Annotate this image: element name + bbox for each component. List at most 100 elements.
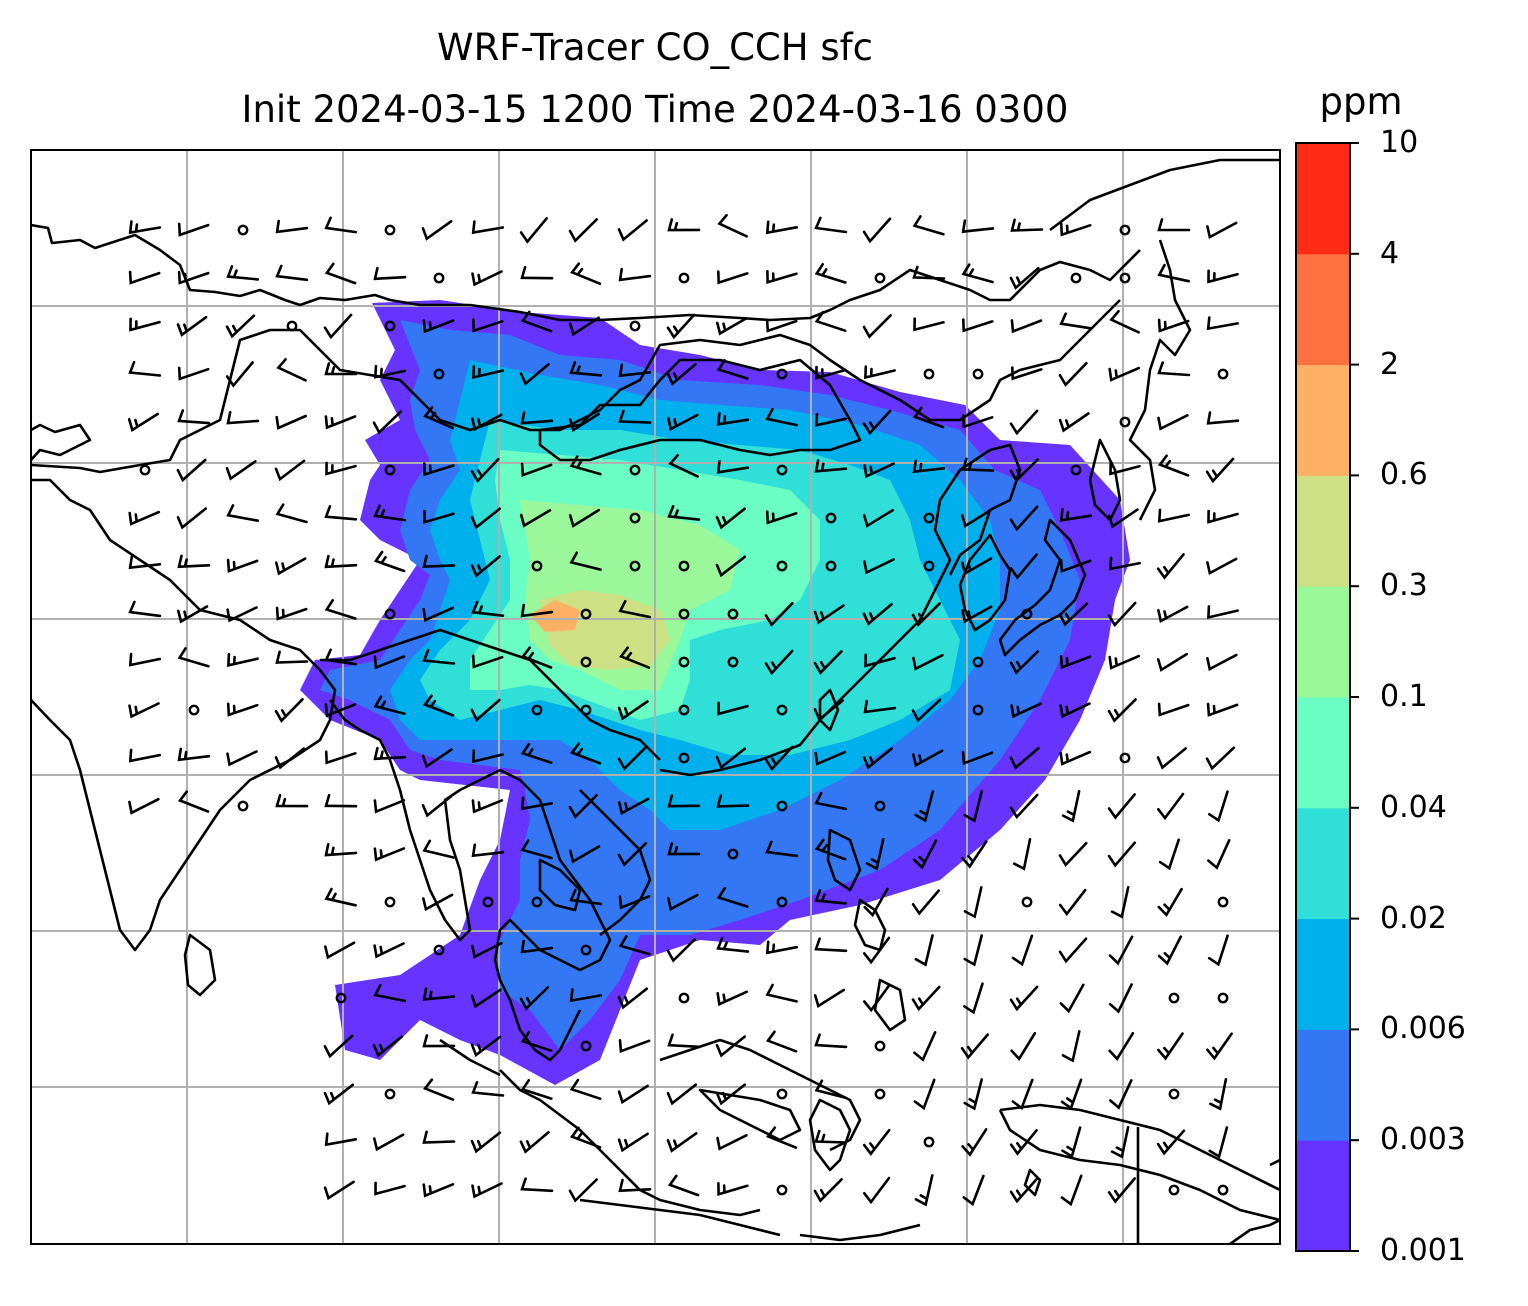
wind-barb <box>520 310 553 333</box>
wind-barb <box>618 1039 651 1054</box>
wind-barb <box>667 504 701 521</box>
wind-barb <box>470 555 501 578</box>
wind-barb <box>471 654 504 669</box>
wind-barb <box>472 365 504 380</box>
colorbar-tick-label: 4 <box>1380 235 1400 271</box>
wind-barb <box>1107 601 1137 628</box>
wind-barb <box>912 839 938 870</box>
wind-barb <box>1107 1177 1136 1204</box>
wind-barb <box>128 797 160 815</box>
wind-barb <box>963 1078 983 1111</box>
wind-barb <box>470 1035 502 1058</box>
wind-barb <box>373 799 406 814</box>
wind-barb <box>423 509 455 524</box>
wind-barb <box>1157 218 1191 232</box>
wind-barb-calm <box>727 608 739 620</box>
wind-barb <box>520 939 554 954</box>
wind-barb <box>863 558 895 575</box>
wind-barb <box>177 366 210 381</box>
wind-barb <box>667 794 701 808</box>
wind-barb-calm <box>629 464 641 476</box>
wind-barb-calm <box>580 704 592 716</box>
wind-barb <box>1209 1078 1228 1111</box>
wind-barb <box>421 795 452 818</box>
wind-barb-calm <box>433 368 445 380</box>
wind-barb-calm <box>580 608 592 620</box>
wind-barb <box>177 222 210 237</box>
wind-barb-calm <box>678 752 690 764</box>
concentration-field <box>300 300 1130 1085</box>
wind-barb <box>961 840 988 869</box>
colorbar-tick-label: 0.02 <box>1380 900 1447 936</box>
wind-barb <box>815 365 847 380</box>
wind-barb <box>1157 263 1190 283</box>
wind-barb-calm <box>727 848 739 860</box>
wind-barb <box>1110 886 1130 919</box>
wind-barb <box>1010 1031 1037 1061</box>
wind-barb-calm <box>1119 224 1131 236</box>
wind-barb <box>814 216 848 234</box>
wind-barb <box>765 220 798 235</box>
wind-barb-calm <box>531 704 543 716</box>
wind-barb <box>618 797 650 816</box>
wind-barb <box>372 1035 404 1058</box>
wind-barb <box>569 361 603 377</box>
wind-barb <box>1156 747 1187 770</box>
wind-barb <box>617 1132 649 1153</box>
wind-barb-calm <box>139 464 151 476</box>
wind-barb-calm <box>531 896 543 908</box>
wind-barb <box>667 893 699 911</box>
wind-barb-calm <box>237 800 249 812</box>
wind-barb <box>225 460 257 481</box>
coastlines-borders <box>31 158 1280 1244</box>
wind-barb <box>176 315 208 337</box>
wind-barb <box>1009 266 1040 290</box>
wind-barb <box>471 600 505 617</box>
wind-barb <box>814 889 848 905</box>
wind-barbs <box>127 214 1240 1207</box>
wind-barb <box>128 270 161 285</box>
wind-barb <box>1157 508 1190 523</box>
wind-barb-calm <box>384 464 396 476</box>
wind-barb <box>323 313 353 340</box>
wind-barb <box>422 648 456 665</box>
wind-barb <box>275 264 309 282</box>
wind-barb-calm <box>678 608 690 620</box>
wind-barb <box>1058 361 1088 387</box>
wind-barb <box>1009 1129 1038 1156</box>
wind-barb <box>422 1183 455 1198</box>
wind-barb <box>1009 409 1039 436</box>
wind-barb-calm <box>384 896 396 908</box>
wind-barb <box>1207 269 1239 284</box>
wind-barb <box>226 606 258 623</box>
wind-barb <box>1157 414 1189 431</box>
wind-barb <box>1208 1126 1229 1159</box>
wind-barb <box>963 934 983 967</box>
wind-barb <box>1157 935 1183 966</box>
wind-barb <box>1010 702 1042 719</box>
wind-barb <box>422 694 455 717</box>
wind-barb <box>177 554 211 569</box>
wind-barb <box>1058 937 1088 964</box>
wind-barb <box>1058 888 1087 917</box>
wind-barb <box>128 748 161 763</box>
wind-barb <box>814 937 848 953</box>
wind-barb <box>863 936 891 965</box>
wind-barb <box>471 318 504 333</box>
wind-barb <box>813 988 845 1009</box>
wind-barb <box>912 653 944 671</box>
wind-barb <box>666 313 696 340</box>
colorbar-tick-label: 0.006 <box>1380 1011 1466 1047</box>
wind-barb <box>519 986 549 1011</box>
wind-barb <box>813 699 844 722</box>
wind-barb-calm <box>972 368 984 380</box>
wind-barb <box>226 411 260 425</box>
wind-barb <box>520 839 553 860</box>
wind-barb <box>864 365 896 380</box>
wind-barb <box>963 982 984 1015</box>
wind-barb <box>225 314 256 339</box>
wind-barb <box>1207 934 1229 967</box>
wind-barb-calm <box>580 944 592 956</box>
wind-barb <box>519 217 548 244</box>
wind-barb <box>128 702 160 719</box>
